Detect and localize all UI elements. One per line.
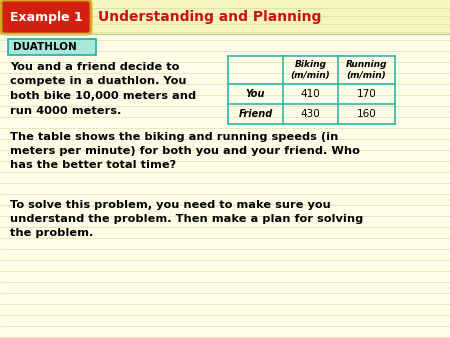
Bar — [0, 0, 450, 34]
Text: You and a friend decide to: You and a friend decide to — [10, 62, 180, 72]
Text: Understanding and Planning: Understanding and Planning — [98, 10, 321, 24]
Text: has the better total time?: has the better total time? — [10, 160, 176, 170]
Text: understand the problem. Then make a plan for solving: understand the problem. Then make a plan… — [10, 214, 363, 224]
Text: Biking
(m/min): Biking (m/min) — [291, 60, 330, 80]
Text: compete in a duathlon. You: compete in a duathlon. You — [10, 76, 186, 87]
Text: 410: 410 — [301, 89, 320, 99]
Text: 160: 160 — [356, 109, 376, 119]
Text: Example 1: Example 1 — [9, 10, 82, 24]
Bar — [0, 34, 450, 338]
Text: Running
(m/min): Running (m/min) — [346, 60, 387, 80]
Text: You: You — [246, 89, 265, 99]
Text: meters per minute) for both you and your friend. Who: meters per minute) for both you and your… — [10, 146, 360, 156]
Text: DUATHLON: DUATHLON — [13, 42, 77, 52]
Bar — [8, 39, 96, 55]
Text: The table shows the biking and running speeds (in: The table shows the biking and running s… — [10, 132, 338, 142]
Text: 170: 170 — [356, 89, 376, 99]
Text: the problem.: the problem. — [10, 228, 94, 238]
FancyBboxPatch shape — [1, 0, 91, 34]
Text: Friend: Friend — [238, 109, 273, 119]
Text: run 4000 meters.: run 4000 meters. — [10, 105, 122, 116]
Text: To solve this problem, you need to make sure you: To solve this problem, you need to make … — [10, 200, 331, 210]
Text: both bike 10,000 meters and: both bike 10,000 meters and — [10, 91, 196, 101]
Text: 430: 430 — [301, 109, 320, 119]
